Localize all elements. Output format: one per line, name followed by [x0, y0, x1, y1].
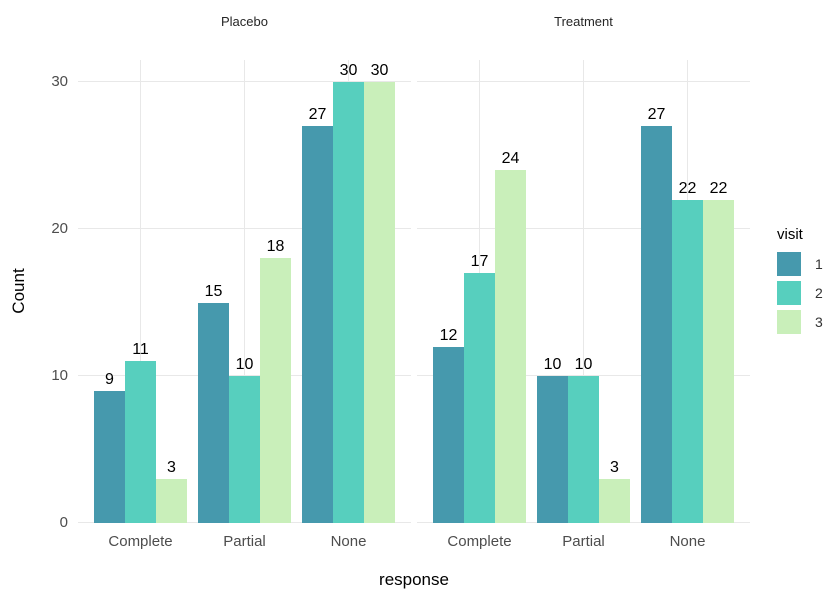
- x-gridline: [583, 60, 584, 523]
- bar-value-label: 22: [709, 179, 728, 197]
- bar-value-label: 15: [204, 282, 223, 300]
- bar-placebo-partial-visit2: [229, 376, 260, 523]
- y-axis-title: Count: [9, 268, 28, 314]
- legend-key-swatch: [777, 281, 801, 305]
- bar-value-label: 27: [647, 106, 666, 124]
- legend-item-visit-1: 1: [777, 252, 823, 276]
- legend-title: visit: [777, 226, 803, 243]
- bar-treatment-none-visit1: [641, 126, 672, 523]
- bar-treatment-complete-visit2: [464, 273, 495, 523]
- x-tick-label-complete: Complete: [447, 533, 512, 550]
- bar-placebo-complete-visit1: [94, 390, 125, 523]
- y-tick-label: 30: [51, 73, 68, 91]
- bar-treatment-complete-visit1: [433, 346, 464, 523]
- legend-items: 1 2 3: [777, 252, 823, 334]
- bar-treatment-partial-visit3: [599, 478, 630, 523]
- bar-treatment-none-visit2: [672, 199, 703, 523]
- legend-key-swatch: [777, 310, 801, 334]
- bar-placebo-none-visit3: [364, 82, 395, 523]
- bar-placebo-none-visit1: [302, 126, 333, 523]
- bar-value-label: 11: [132, 341, 149, 359]
- bar-value-label: 3: [167, 458, 176, 476]
- bar-value-label: 3: [610, 458, 619, 476]
- y-tick-label: 20: [51, 220, 68, 238]
- x-tick-label-complete: Complete: [108, 533, 173, 550]
- legend-key-swatch: [777, 252, 801, 276]
- x-tick-label-none: None: [330, 533, 367, 550]
- bar-treatment-partial-visit2: [568, 376, 599, 523]
- legend-item-label: 1: [815, 256, 823, 272]
- x-gridline: [244, 60, 245, 523]
- y-tick-label: 10: [51, 367, 68, 385]
- legend: visit 1 2 3: [777, 226, 823, 339]
- legend-item-label: 2: [815, 285, 823, 301]
- bar-value-label: 18: [266, 238, 285, 256]
- facet-panel-treatment: 12 17 24 10 10 3 27 22 22: [417, 60, 750, 523]
- y-tick-label: 0: [59, 514, 68, 531]
- x-gridline: [140, 60, 141, 523]
- bar-treatment-complete-visit3: [495, 170, 526, 523]
- bar-value-label: 10: [235, 356, 254, 374]
- legend-item-visit-2: 2: [777, 281, 823, 305]
- bar-value-label: 30: [339, 62, 358, 80]
- bar-treatment-none-visit3: [703, 199, 734, 523]
- bar-value-label: 22: [678, 179, 697, 197]
- bar-value-label: 10: [543, 356, 562, 374]
- bar-placebo-partial-visit3: [260, 258, 291, 523]
- x-tick-label-partial: Partial: [562, 533, 605, 550]
- bar-treatment-partial-visit1: [537, 376, 568, 523]
- bar-value-label: 30: [370, 62, 389, 80]
- legend-item-label: 3: [815, 314, 823, 330]
- legend-item-visit-3: 3: [777, 310, 823, 334]
- bar-placebo-partial-visit1: [198, 302, 229, 523]
- bar-placebo-complete-visit2: [125, 361, 156, 523]
- x-tick-label-none: None: [669, 533, 706, 550]
- x-tick-label-partial: Partial: [223, 533, 266, 550]
- bar-placebo-complete-visit3: [156, 478, 187, 523]
- bar-value-label: 17: [470, 253, 489, 271]
- bar-value-label: 9: [105, 370, 114, 388]
- facet-panel-placebo: 9 11 3 15 10 18 27 30 30: [78, 60, 411, 523]
- bar-value-label: 12: [439, 326, 458, 344]
- bar-value-label: 24: [501, 150, 520, 168]
- facet-label-placebo: Placebo: [221, 14, 268, 29]
- bar-placebo-none-visit2: [333, 82, 364, 523]
- bar-value-label: 10: [574, 356, 593, 374]
- bar-value-label: 27: [308, 106, 327, 124]
- facet-label-treatment: Treatment: [554, 14, 613, 29]
- x-axis-title: response: [379, 570, 449, 589]
